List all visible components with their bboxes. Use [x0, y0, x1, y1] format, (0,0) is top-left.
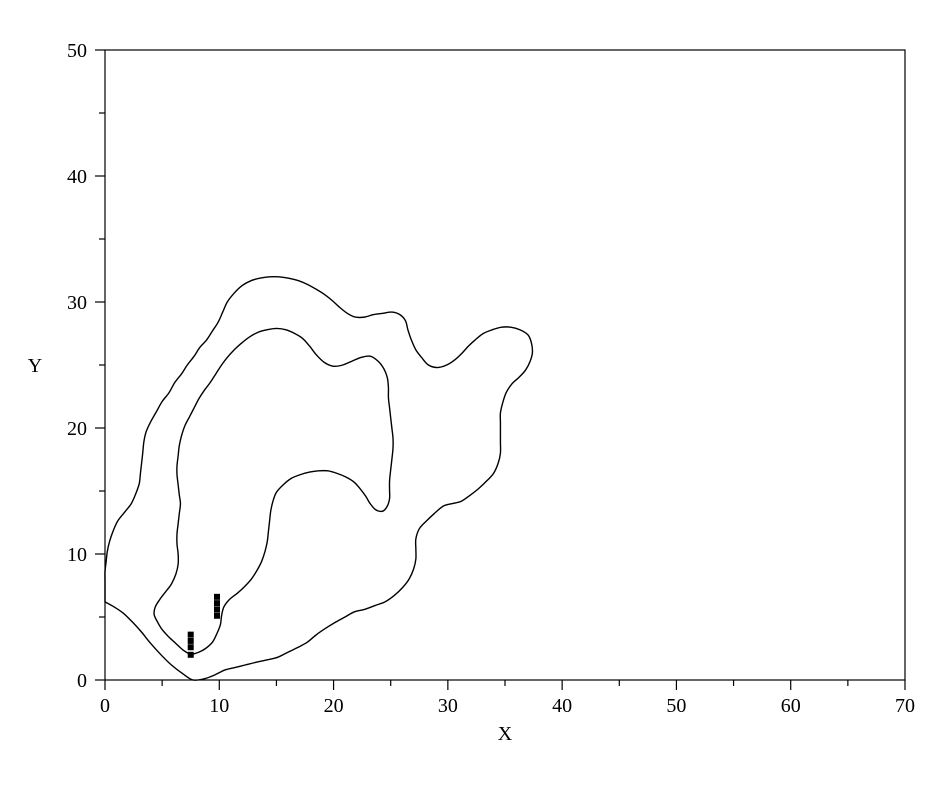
dotted-mark-0	[214, 594, 220, 600]
y-tick-label: 20	[67, 418, 87, 440]
x-tick-label: 70	[895, 695, 915, 717]
dotted-mark-0	[214, 613, 220, 619]
x-tick-label: 10	[209, 695, 229, 717]
y-axis-label: Y	[28, 355, 42, 377]
x-axis-label: X	[498, 723, 513, 745]
y-tick-label: 30	[67, 292, 87, 314]
contour-chart: 0 10 20 30 40 50 60 70 0 10 20 30 40 50 X Y	[0, 0, 952, 785]
y-tick-label: 10	[67, 544, 87, 566]
x-tick-label: 60	[781, 695, 801, 717]
x-tick-label: 0	[100, 695, 110, 717]
x-tick-label: 40	[552, 695, 572, 717]
plot-background	[0, 0, 952, 785]
dotted-mark-1	[188, 638, 194, 644]
x-tick-label: 50	[666, 695, 686, 717]
y-tick-label: 50	[67, 40, 87, 62]
dotted-mark-1	[188, 632, 194, 638]
dotted-mark-1	[188, 644, 194, 650]
dotted-mark-0	[214, 606, 220, 612]
y-tick-label: 0	[77, 670, 87, 692]
dotted-mark-0	[214, 600, 220, 606]
chart-container: 0 10 20 30 40 50 60 70 0 10 20 30 40 50 X Y	[0, 0, 952, 785]
dotted-mark-1	[188, 652, 194, 658]
y-tick-label: 40	[67, 166, 87, 188]
x-tick-label: 20	[324, 695, 344, 717]
x-tick-label: 30	[438, 695, 458, 717]
